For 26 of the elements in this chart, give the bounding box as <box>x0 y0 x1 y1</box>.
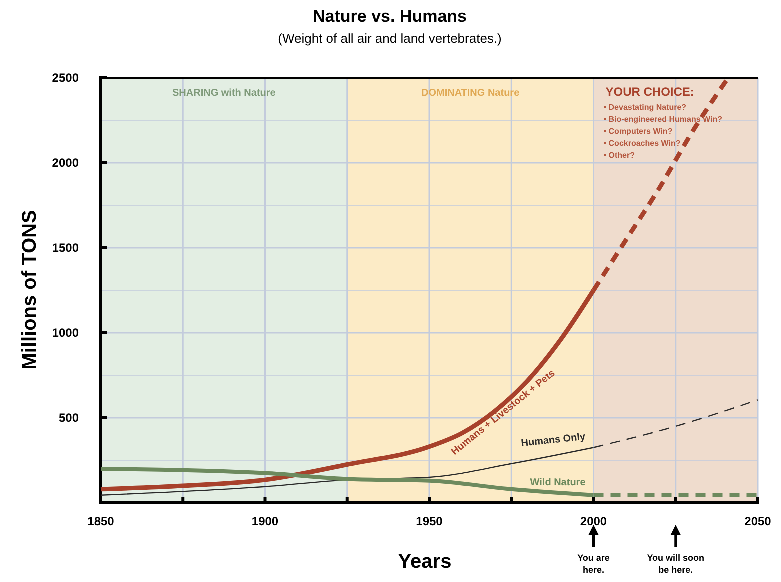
y-tick-label: 500 <box>58 410 80 425</box>
text: You are here. <box>578 553 610 575</box>
annotation: • Devastating Nature? <box>604 103 687 112</box>
x-tick-label: 1850 <box>88 514 115 529</box>
x-tick-label: 2000 <box>580 514 608 529</box>
annotation: • Other? <box>604 151 636 160</box>
x-tick-label: 1950 <box>416 514 444 529</box>
y-tick-label: 1500 <box>52 240 80 255</box>
annotation: • Bio-engineered Humans Win? <box>604 115 723 124</box>
x-axis-title: Years <box>398 551 452 573</box>
annotation: • Cockroaches Win? <box>604 139 681 148</box>
band-label: DOMINATING Nature <box>421 88 520 99</box>
y-axis-title: Millions of TONS <box>19 210 41 370</box>
chart-title: Nature vs. Humans <box>313 7 467 26</box>
band-label: YOUR CHOICE: <box>606 85 694 99</box>
x-tick-label: 1900 <box>252 514 279 529</box>
x-tick-label: 2050 <box>744 514 772 529</box>
text: You will soon be here. <box>647 553 705 575</box>
band-label: SHARING with Nature <box>172 88 276 99</box>
y-tick-label: 2000 <box>52 156 80 170</box>
chart-subtitle: (Weight of all air and land vertebrates.) <box>278 31 502 46</box>
y-tick-label: 1000 <box>52 326 80 340</box>
annotation: • Computers Win? <box>604 127 673 136</box>
series-label: Wild Nature <box>530 477 586 488</box>
text: Humans Only <box>520 432 586 450</box>
y-tick-label: 2500 <box>52 70 80 85</box>
